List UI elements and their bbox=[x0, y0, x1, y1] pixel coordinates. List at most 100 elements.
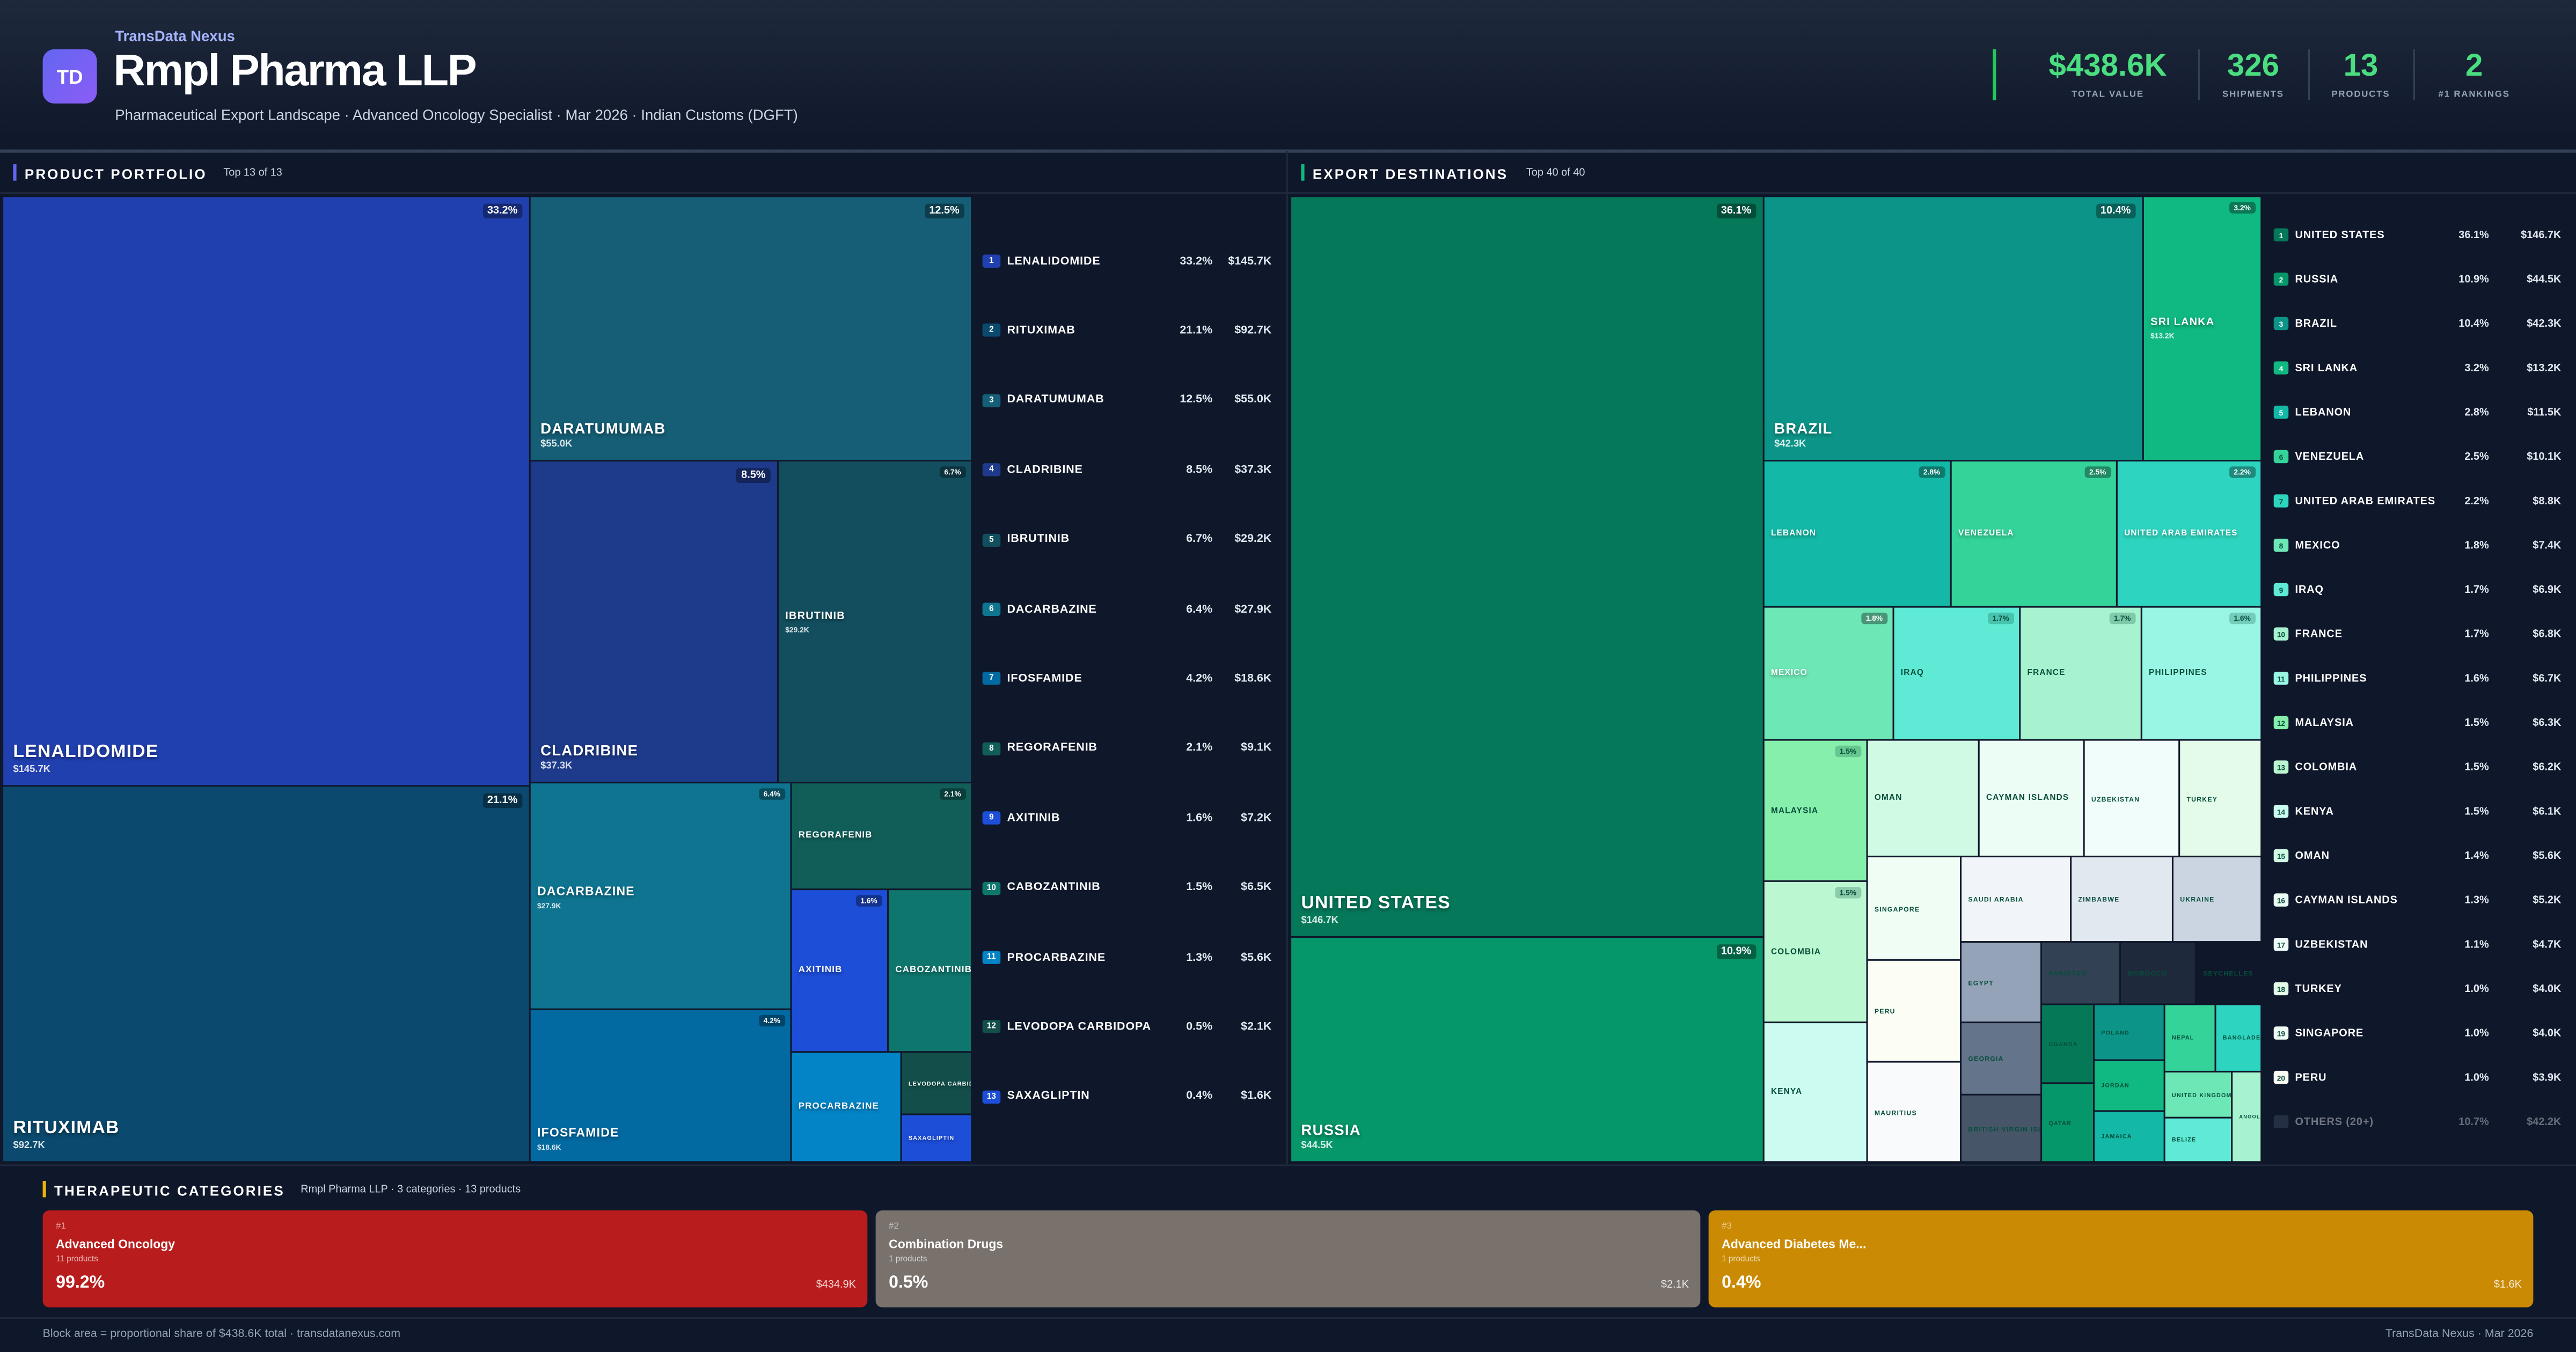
destination-cell-pakistan[interactable]: PAKISTAN bbox=[2042, 943, 2119, 1004]
product-legend-row[interactable]: 2 RITUXIMAB 21.1% $92.7K bbox=[982, 322, 1272, 339]
destination-legend-row[interactable]: 6 VENEZUELA 2.5% $10.1K bbox=[2273, 449, 2561, 465]
destination-cell-ukraine[interactable]: UKRAINE bbox=[2173, 857, 2261, 942]
product-cell-label: PROCARBAZINE bbox=[798, 1102, 880, 1112]
product-legend-row[interactable]: 12 LEVODOPA CARBIDOPA 0.5% $2.1K bbox=[982, 1019, 1271, 1035]
product-legend-row[interactable]: 5 IBRUTINIB 6.7% $29.2K bbox=[982, 532, 1271, 548]
destination-cell-egypt[interactable]: EGYPT bbox=[1962, 943, 2041, 1022]
destination-cell-venezuela[interactable]: VENEZUELA 2.5% bbox=[1951, 461, 2116, 606]
destination-legend-row[interactable]: 2 RUSSIA 10.9% $44.5K bbox=[2273, 271, 2561, 288]
destination-legend-row[interactable]: 18 TURKEY 1.0% $4.0K bbox=[2273, 981, 2561, 997]
destination-cell-cayman-islands[interactable]: CAYMAN ISLANDS bbox=[1979, 740, 2083, 856]
rank-badge: 10 bbox=[2273, 627, 2289, 641]
destination-cell-mexico[interactable]: MEXICO 1.8% bbox=[1764, 607, 1893, 739]
destination-cell-uzbekistan[interactable]: UZBEKISTAN bbox=[2084, 740, 2179, 856]
product-cell-procarbazine[interactable]: PROCARBAZINE bbox=[792, 1053, 901, 1162]
product-cell-rituximab[interactable]: RITUXIMAB $92.7K 21.1% bbox=[3, 787, 529, 1162]
destination-legend-row[interactable]: 13 COLOMBIA 1.5% $6.2K bbox=[2273, 759, 2561, 775]
product-cell-daratumumab[interactable]: DARATUMUMAB $55.0K 12.5% bbox=[530, 197, 971, 460]
product-value: $92.7K bbox=[1234, 325, 1272, 337]
destination-cell-qatar[interactable]: QATAR bbox=[2042, 1084, 2093, 1162]
destination-legend-row[interactable]: 20 PERU 1.0% $3.9K bbox=[2273, 1069, 2561, 1086]
product-legend-row[interactable]: 1 LENALIDOMIDE 33.2% $145.7K bbox=[982, 253, 1271, 269]
destination-cell-georgia[interactable]: GEORGIA bbox=[1962, 1023, 2041, 1094]
destination-legend-row[interactable]: 19 SINGAPORE 1.0% $4.0K bbox=[2273, 1025, 2561, 1041]
product-cell-lenalidomide[interactable]: LENALIDOMIDE $145.7K 33.2% bbox=[3, 197, 529, 785]
destination-cell-label: SRI LANKA bbox=[2150, 317, 2215, 329]
destination-cell-lebanon[interactable]: LEBANON 2.8% bbox=[1764, 461, 1950, 606]
product-cell-axitinib[interactable]: AXITINIB 1.6% bbox=[792, 890, 888, 1052]
product-legend-row[interactable]: 11 PROCARBAZINE 1.3% $5.6K bbox=[982, 949, 1271, 966]
rank-badge: 20 bbox=[2273, 1070, 2289, 1084]
product-cell-cladribine[interactable]: CLADRIBINE $37.3K 8.5% bbox=[530, 461, 777, 782]
destination-cell-turkey[interactable]: TURKEY bbox=[2180, 740, 2261, 856]
destination-legend-row[interactable]: 15 OMAN 1.4% $5.6K bbox=[2273, 848, 2561, 864]
stat-value: 13 bbox=[2343, 49, 2379, 84]
destination-legend-row[interactable]: 7 UNITED ARAB EMIRATES 2.2% $8.8K bbox=[2273, 493, 2561, 509]
destination-legend-row[interactable]: 8 MEXICO 1.8% $7.4K bbox=[2273, 537, 2561, 554]
product-legend-row[interactable]: 9 AXITINIB 1.6% $7.2K bbox=[982, 810, 1271, 827]
product-cell-levodopa-carbidopa[interactable]: LEVODOPA CARBIDOPA bbox=[902, 1053, 971, 1114]
destination-cell-united-kingdom[interactable]: UNITED KINGDOM bbox=[2165, 1072, 2231, 1117]
destination-cell-angola[interactable]: ANGOLA bbox=[2233, 1072, 2261, 1162]
destination-cell-oman[interactable]: OMAN bbox=[1868, 740, 1978, 856]
destination-cell-jordan[interactable]: JORDAN bbox=[2095, 1061, 2164, 1111]
destination-cell-colombia[interactable]: COLOMBIA 1.5% bbox=[1764, 881, 1867, 1022]
destination-legend-row[interactable]: 5 LEBANON 2.8% $11.5K bbox=[2273, 404, 2561, 421]
destination-cell-kenya[interactable]: KENYA bbox=[1764, 1023, 1867, 1162]
product-legend-row[interactable]: 7 IFOSFAMIDE 4.2% $18.6K bbox=[982, 671, 1271, 687]
destination-legend-row[interactable]: 9 IRAQ 1.7% $6.9K bbox=[2273, 582, 2561, 598]
destination-legend-row[interactable]: 16 CAYMAN ISLANDS 1.3% $5.2K bbox=[2273, 892, 2561, 908]
destination-cell-morocco[interactable]: MOROCCO bbox=[2121, 943, 2195, 1004]
product-cell-saxagliptin[interactable]: SAXAGLIPTIN bbox=[902, 1115, 971, 1162]
product-cell-dacarbazine[interactable]: DACARBAZINE $27.9K 6.4% bbox=[530, 783, 791, 1009]
destination-cell-sri-lanka[interactable]: SRI LANKA $13.2K 3.2% bbox=[2143, 197, 2261, 460]
destination-cell-belize[interactable]: BELIZE bbox=[2165, 1118, 2231, 1162]
destination-cell-jamaica[interactable]: JAMAICA bbox=[2095, 1112, 2164, 1162]
destination-cell-brazil[interactable]: BRAZIL $42.3K 10.4% bbox=[1764, 197, 2142, 460]
product-legend-row[interactable]: 10 CABOZANTINIB 1.5% $6.5K bbox=[982, 880, 1271, 897]
destination-legend-row[interactable]: 4 SRI LANKA 3.2% $13.2K bbox=[2273, 359, 2561, 376]
destination-legend-row[interactable]: 12 MALAYSIA 1.5% $6.3K bbox=[2273, 715, 2561, 731]
product-legend-row[interactable]: 8 REGORAFENIB 2.1% $9.1K bbox=[982, 740, 1271, 757]
product-cell-regorafenib[interactable]: REGORAFENIB 2.1% bbox=[792, 783, 971, 889]
product-legend-row[interactable]: 4 CLADRIBINE 8.5% $37.3K bbox=[982, 462, 1271, 479]
category-card-advanced-diabetes-me[interactable]: #3 Advanced Diabetes Me... 1 products 0.4% $… bbox=[1708, 1210, 2534, 1307]
destination-cell-mauritius[interactable]: MAURITIUS bbox=[1868, 1062, 1960, 1162]
destination-cell-uganda[interactable]: UGANDA bbox=[2042, 1005, 2093, 1083]
product-legend-row[interactable]: 3 DARATUMUMAB 12.5% $55.0K bbox=[982, 392, 1271, 409]
destination-cell-saudi-arabia[interactable]: SAUDI ARABIA bbox=[1962, 857, 2070, 942]
destination-cell-malaysia[interactable]: MALAYSIA 1.5% bbox=[1764, 740, 1867, 880]
destination-legend-row[interactable]: 3 BRAZIL 10.4% $42.3K bbox=[2273, 315, 2561, 332]
category-card-advanced-oncology[interactable]: #1 Advanced Oncology 11 products 99.2% $434.… bbox=[42, 1210, 868, 1307]
destination-cell-peru[interactable]: PERU bbox=[1868, 960, 1960, 1061]
product-value: $27.9K bbox=[1234, 603, 1272, 615]
destination-share: 1.8% bbox=[2464, 539, 2489, 552]
destination-legend-row[interactable]: 17 UZBEKISTAN 1.1% $4.7K bbox=[2273, 936, 2561, 953]
product-legend-row[interactable]: 13 SAXAGLIPTIN 0.4% $1.6K bbox=[982, 1089, 1271, 1105]
destination-cell-british-virgin-islands[interactable]: BRITISH VIRGIN ISLANDS bbox=[1962, 1095, 2041, 1162]
product-legend-row[interactable]: 6 DACARBAZINE 6.4% $27.9K bbox=[982, 601, 1272, 618]
destination-cell-bangladesh[interactable]: BANGLADESH bbox=[2216, 1005, 2261, 1071]
product-cell-ibrutinib[interactable]: IBRUTINIB $29.2K 6.7% bbox=[779, 461, 971, 782]
product-cell-ifosfamide[interactable]: IFOSFAMIDE $18.6K 4.2% bbox=[530, 1010, 791, 1162]
destination-cell-france[interactable]: FRANCE 1.7% bbox=[2021, 607, 2141, 739]
destination-cell-singapore[interactable]: SINGAPORE bbox=[1868, 857, 1960, 959]
destination-cell-seychelles[interactable]: SEYCHELLES bbox=[2196, 943, 2261, 1004]
product-cell-value: $37.3K bbox=[540, 762, 573, 772]
category-card-combination-drugs[interactable]: #2 Combination Drugs 1 products 0.5% $2.1K bbox=[875, 1210, 1701, 1307]
destination-cell-poland[interactable]: POLAND bbox=[2095, 1005, 2164, 1060]
destination-cell-united-states[interactable]: UNITED STATES $146.7K 36.1% bbox=[1291, 197, 1763, 936]
destination-legend-row[interactable]: 1 UNITED STATES 36.1% $146.7K bbox=[2273, 226, 2561, 243]
destination-cell-united-arab-emirates[interactable]: UNITED ARAB EMIRATES 2.2% bbox=[2117, 461, 2261, 606]
destination-cell-iraq[interactable]: IRAQ 1.7% bbox=[1894, 607, 2019, 739]
destination-legend-others[interactable]: OTHERS (20+) 10.7% $42.2K bbox=[2273, 1113, 2561, 1130]
destination-cell-nepal[interactable]: NEPAL bbox=[2165, 1005, 2215, 1071]
destination-cell-zimbabwe[interactable]: ZIMBABWE bbox=[2072, 857, 2172, 942]
destination-cell-philippines[interactable]: PHILIPPINES 1.6% bbox=[2142, 607, 2261, 739]
destination-legend-row[interactable]: 11 PHILIPPINES 1.6% $6.7K bbox=[2273, 670, 2561, 687]
footer-note: Block area = proportional share of $438.… bbox=[42, 1328, 401, 1340]
destination-legend-row[interactable]: 14 KENYA 1.5% $6.1K bbox=[2273, 803, 2561, 820]
destination-cell-russia[interactable]: RUSSIA $44.5K 10.9% bbox=[1291, 937, 1763, 1162]
product-cell-cabozantinib[interactable]: CABOZANTINIB bbox=[889, 890, 971, 1052]
destination-legend-row[interactable]: 10 FRANCE 1.7% $6.8K bbox=[2273, 626, 2561, 642]
